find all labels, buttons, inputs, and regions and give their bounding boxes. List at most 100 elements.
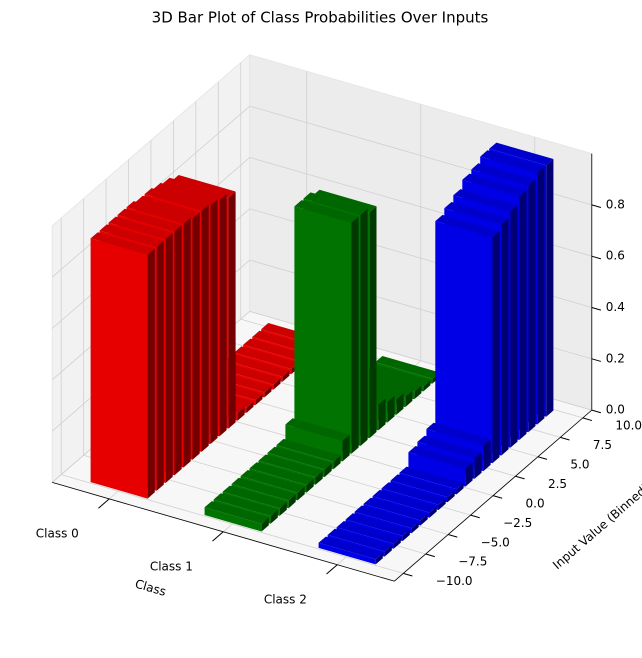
- x-tick-label: Class 0: [36, 526, 79, 540]
- bar-face: [456, 483, 464, 495]
- bar-face: [324, 463, 332, 478]
- x-tick: [212, 531, 224, 542]
- bar-face: [546, 159, 554, 417]
- y-tick-label: −2.5: [503, 516, 532, 530]
- bar-face: [480, 150, 545, 173]
- bar-face: [333, 455, 341, 470]
- bar-face: [144, 188, 209, 211]
- bar: [90, 232, 155, 499]
- bar-face: [345, 513, 410, 536]
- bar-face: [501, 218, 509, 456]
- bar: [294, 200, 359, 454]
- z-tick: [591, 307, 602, 311]
- bar-face: [315, 470, 323, 485]
- bar-face: [264, 386, 272, 398]
- axis-line: [52, 482, 395, 582]
- x-tick-label: Class 1: [150, 559, 193, 573]
- axis-line: [394, 409, 593, 582]
- bar: [318, 536, 383, 565]
- y-tick-label: −7.5: [458, 555, 487, 569]
- bar-face: [354, 505, 419, 529]
- bar-face: [165, 233, 173, 483]
- bar-face: [240, 470, 305, 493]
- bar-face: [423, 380, 431, 392]
- z-tick-label: 0.8: [606, 197, 625, 211]
- z-tick: [591, 204, 602, 209]
- bar-face: [453, 189, 518, 212]
- bar-face: [318, 542, 376, 565]
- bar-face: [465, 462, 473, 487]
- bar-face: [276, 438, 341, 462]
- bar-face: [90, 232, 155, 255]
- x-tick: [98, 498, 110, 509]
- y-tick: [425, 553, 435, 558]
- y-tick-label: −5.0: [481, 535, 510, 549]
- bar-face: [267, 446, 332, 470]
- bar-face: [204, 507, 262, 532]
- bar-face: [417, 435, 482, 459]
- bar-face: [285, 418, 350, 441]
- y-tick-label: −10.0: [436, 574, 473, 588]
- y-tick: [582, 417, 593, 422]
- z-tick: [591, 409, 602, 414]
- bar-face: [360, 208, 368, 446]
- y-tick-label: 10.0: [615, 419, 642, 433]
- z-tick-label: 0.2: [606, 351, 625, 365]
- bar-face: [279, 502, 287, 516]
- bar-face: [489, 142, 554, 166]
- bar-face: [246, 401, 254, 413]
- bar-face: [408, 452, 466, 487]
- bar-face: [225, 354, 290, 377]
- bar-face: [147, 248, 155, 499]
- bar-face: [282, 370, 290, 382]
- bar-face: [384, 545, 392, 557]
- y-tick-label: 7.5: [593, 438, 612, 452]
- bar-face: [429, 506, 437, 518]
- bar-face: [303, 192, 368, 216]
- bar-face: [90, 238, 148, 499]
- bar-face: [519, 190, 527, 440]
- bar-face: [393, 537, 401, 549]
- bar-face: [483, 439, 491, 472]
- bar-face: [444, 202, 509, 225]
- bar-face: [351, 216, 359, 454]
- bar-face: [435, 214, 500, 238]
- bar-face: [363, 497, 428, 521]
- bar-face: [204, 501, 269, 524]
- bar-face: [273, 378, 281, 390]
- bar-face: [327, 528, 392, 552]
- bar-face: [270, 509, 278, 524]
- bar-face: [213, 493, 278, 516]
- bar-face: [537, 166, 545, 425]
- chart-title: 3D Bar Plot of Class Probabilities Over …: [152, 9, 489, 27]
- bar-face: [426, 422, 491, 446]
- y-tick: [403, 572, 413, 577]
- bar-face: [237, 406, 245, 421]
- bar-face: [210, 199, 218, 445]
- bar-face: [414, 385, 422, 400]
- grid-line: [61, 474, 404, 574]
- bar-face: [492, 231, 500, 464]
- bar-face: [369, 206, 377, 439]
- bar-face: [228, 191, 236, 429]
- bar-face: [474, 452, 482, 479]
- bar-face: [375, 356, 440, 379]
- bar-face: [249, 462, 314, 485]
- bar-face: [234, 346, 299, 369]
- bar: [204, 501, 269, 532]
- bar-face: [435, 221, 493, 464]
- bar-face: [366, 363, 431, 387]
- bar-face: [420, 514, 428, 526]
- bar-face: [117, 208, 182, 232]
- bar-face: [387, 395, 395, 423]
- bar-face: [405, 390, 413, 408]
- bar-face: [153, 182, 218, 206]
- bar-face: [201, 204, 209, 452]
- bar-face: [390, 474, 455, 498]
- z-tick: [591, 255, 602, 260]
- bar-face: [255, 393, 263, 406]
- z-tick-label: 0.6: [606, 249, 625, 263]
- y-tick: [448, 534, 458, 538]
- y-tick: [470, 514, 480, 519]
